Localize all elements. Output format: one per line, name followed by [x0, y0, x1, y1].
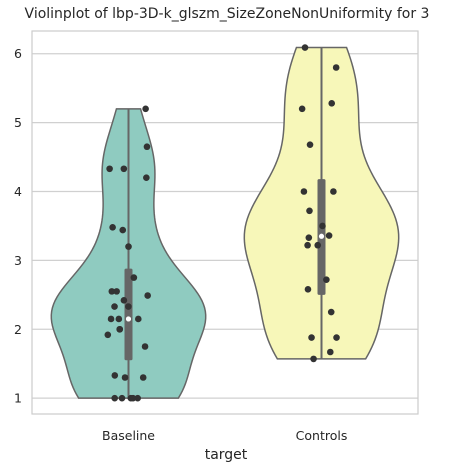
- data-point: [326, 348, 334, 356]
- data-point: [301, 44, 309, 51]
- data-point: [107, 315, 115, 323]
- data-point: [118, 394, 126, 402]
- data-point: [108, 288, 116, 295]
- inner-boxes: [124, 47, 326, 399]
- data-point: [111, 372, 119, 379]
- chart-title: Violinplot of lbp-3D-k_glszm_SizeZoneNon…: [25, 6, 430, 22]
- x-axis-label: target: [205, 447, 248, 463]
- y-tick-label: 5: [14, 115, 22, 130]
- data-point: [319, 222, 326, 230]
- data-point: [304, 241, 311, 249]
- data-point: [109, 224, 116, 231]
- data-point: [143, 143, 151, 151]
- y-tick-label: 2: [14, 322, 22, 337]
- data-point: [106, 165, 113, 173]
- data-point: [111, 394, 118, 402]
- x-tick-labels: Baseline Controls: [102, 428, 347, 443]
- data-point: [130, 274, 138, 281]
- y-tick-label: 6: [14, 46, 22, 61]
- data-point: [333, 334, 340, 341]
- data-point: [300, 188, 308, 195]
- median-marker-controls: [318, 233, 325, 239]
- data-point: [328, 100, 336, 107]
- violins: [50, 46, 400, 399]
- data-point: [125, 243, 132, 250]
- data-point: [327, 308, 335, 316]
- data-point: [306, 141, 314, 148]
- data-point: [104, 331, 112, 339]
- data-point: [119, 226, 127, 234]
- data-point: [323, 276, 330, 283]
- data-point: [330, 188, 337, 195]
- data-point: [325, 232, 333, 239]
- data-point: [142, 105, 149, 113]
- data-point: [298, 105, 306, 113]
- y-tick-labels: 1 2 3 4 5 6: [14, 46, 22, 405]
- data-point: [113, 288, 120, 295]
- data-point: [121, 374, 129, 381]
- data-point: [115, 315, 123, 323]
- data-point: [134, 394, 141, 402]
- data-point: [332, 64, 340, 71]
- data-point: [310, 355, 317, 363]
- data-point: [304, 286, 312, 293]
- data-point: [120, 297, 128, 304]
- data-point: [125, 303, 132, 310]
- data-point: [141, 343, 149, 350]
- data-point: [129, 394, 137, 402]
- data-point: [120, 165, 128, 173]
- median-marker-baseline: [125, 316, 132, 322]
- data-point: [116, 325, 123, 333]
- plot-frame: [31, 30, 419, 415]
- x-tick-label: Controls: [296, 428, 348, 443]
- data-point: [305, 234, 313, 241]
- data-point: [308, 334, 315, 341]
- data-point: [135, 315, 142, 323]
- iqr-box-baseline: [124, 268, 133, 361]
- data-point: [143, 174, 150, 182]
- data-point: [314, 241, 322, 249]
- data-point: [306, 207, 313, 215]
- data-point: [111, 303, 118, 310]
- y-tick-label: 3: [14, 253, 22, 268]
- x-tick-label: Baseline: [102, 428, 155, 443]
- data-points: [104, 44, 340, 402]
- y-tick-label: 1: [14, 391, 22, 406]
- y-tick-label: 4: [14, 184, 22, 199]
- data-point: [144, 292, 151, 299]
- data-point: [139, 374, 147, 381]
